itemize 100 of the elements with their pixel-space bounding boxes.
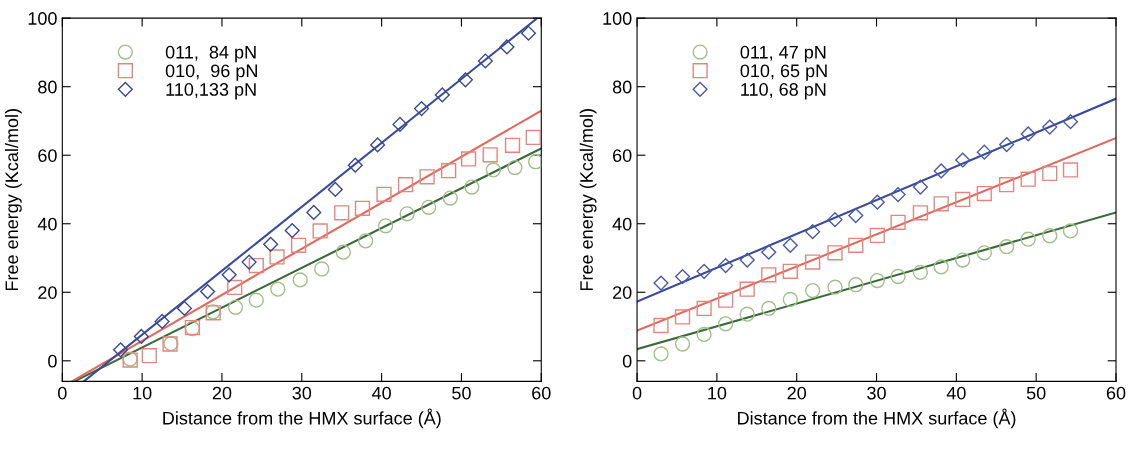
point xyxy=(306,204,322,221)
y-tick-label: 60 xyxy=(613,149,632,162)
point xyxy=(696,263,712,279)
point xyxy=(955,191,971,208)
point xyxy=(999,239,1015,255)
legend-label: 010, 96 pN xyxy=(165,64,257,81)
point xyxy=(397,177,414,193)
point xyxy=(739,281,755,297)
point xyxy=(1062,162,1079,178)
x-tick-label: 60 xyxy=(1106,386,1126,400)
point xyxy=(413,101,430,117)
point xyxy=(525,129,541,146)
legend-label: 010, 65 pN xyxy=(740,64,827,81)
point xyxy=(782,291,798,308)
point xyxy=(221,267,237,283)
point xyxy=(912,179,929,195)
y-tick-label: 80 xyxy=(612,80,632,94)
point xyxy=(442,190,458,206)
point xyxy=(377,218,394,234)
point xyxy=(499,39,515,55)
point xyxy=(912,264,929,281)
point xyxy=(1042,228,1058,244)
point xyxy=(1042,119,1058,135)
point xyxy=(805,224,821,240)
y-axis-title: Free energy (Kcal/mol) xyxy=(579,109,597,291)
point xyxy=(827,212,843,228)
point xyxy=(933,259,949,275)
x-tick-label: 10 xyxy=(133,386,152,400)
x-tick-label: 50 xyxy=(1026,386,1046,400)
point xyxy=(392,116,408,132)
point xyxy=(269,249,285,265)
point xyxy=(718,257,734,274)
point xyxy=(354,200,371,216)
point xyxy=(718,292,734,308)
x-axis-title: Distance from the HMX surface (Å) xyxy=(738,408,1016,429)
point xyxy=(477,53,493,69)
point xyxy=(292,272,308,288)
point xyxy=(933,163,949,179)
point xyxy=(848,237,864,253)
x-tick-label: 40 xyxy=(371,386,391,400)
point xyxy=(976,144,992,160)
point xyxy=(358,233,374,249)
point xyxy=(955,152,971,168)
point xyxy=(805,282,821,299)
legend-label: 011, 84 pN xyxy=(165,45,256,63)
x-tick-label: 30 xyxy=(292,386,312,400)
point xyxy=(890,187,906,203)
x-tick-label: 10 xyxy=(708,386,727,400)
point xyxy=(457,72,474,88)
y-tick-label: 20 xyxy=(613,286,632,299)
y-tick-label: 0 xyxy=(622,354,632,368)
y-tick-label: 100 xyxy=(28,12,57,25)
y-tick-label: 0 xyxy=(48,354,57,368)
point xyxy=(782,263,798,280)
y-tick-label: 100 xyxy=(603,12,632,25)
legend-label: 110, 68 pN xyxy=(741,83,826,100)
point xyxy=(482,147,498,163)
point xyxy=(653,275,669,291)
point xyxy=(739,252,755,268)
point xyxy=(370,137,386,153)
x-tick-label: 20 xyxy=(212,386,232,400)
point xyxy=(848,207,864,224)
point xyxy=(674,309,691,325)
x-tick-label: 40 xyxy=(946,386,966,400)
y-tick-label: 40 xyxy=(37,217,57,231)
point xyxy=(976,185,992,202)
point xyxy=(263,236,279,252)
point xyxy=(176,300,193,316)
y-tick-label: 80 xyxy=(38,80,57,94)
point xyxy=(312,223,328,239)
point xyxy=(890,214,906,231)
point xyxy=(1062,223,1079,239)
point xyxy=(248,257,264,274)
point xyxy=(485,162,502,178)
point xyxy=(528,154,542,170)
point xyxy=(999,177,1015,193)
x-tick-label: 50 xyxy=(452,386,471,400)
point xyxy=(890,268,906,285)
point xyxy=(464,179,480,195)
y-axis-title: Free energy (Kcal/mol) xyxy=(4,109,22,291)
point xyxy=(827,279,843,295)
point xyxy=(696,326,712,343)
point xyxy=(200,284,216,300)
point xyxy=(284,223,300,239)
legend-label: 110,133 pN xyxy=(166,83,256,100)
point xyxy=(1042,165,1058,182)
point xyxy=(999,137,1015,153)
point xyxy=(520,25,537,41)
point xyxy=(718,316,734,332)
point xyxy=(314,261,330,277)
y-tick-label: 20 xyxy=(38,286,57,299)
point xyxy=(1062,114,1079,130)
point xyxy=(674,336,691,352)
point xyxy=(335,244,351,260)
point xyxy=(460,151,477,167)
point xyxy=(933,196,949,212)
point xyxy=(270,281,286,297)
point xyxy=(761,267,777,283)
point xyxy=(399,206,415,222)
y-tick-label: 60 xyxy=(38,149,57,162)
